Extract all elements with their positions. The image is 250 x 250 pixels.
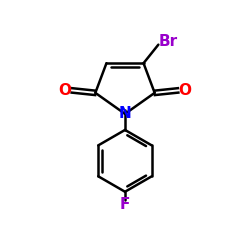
Text: N: N [119, 106, 132, 122]
Text: F: F [120, 197, 130, 212]
Text: O: O [58, 83, 71, 98]
Text: Br: Br [158, 34, 177, 49]
Text: O: O [178, 83, 192, 98]
